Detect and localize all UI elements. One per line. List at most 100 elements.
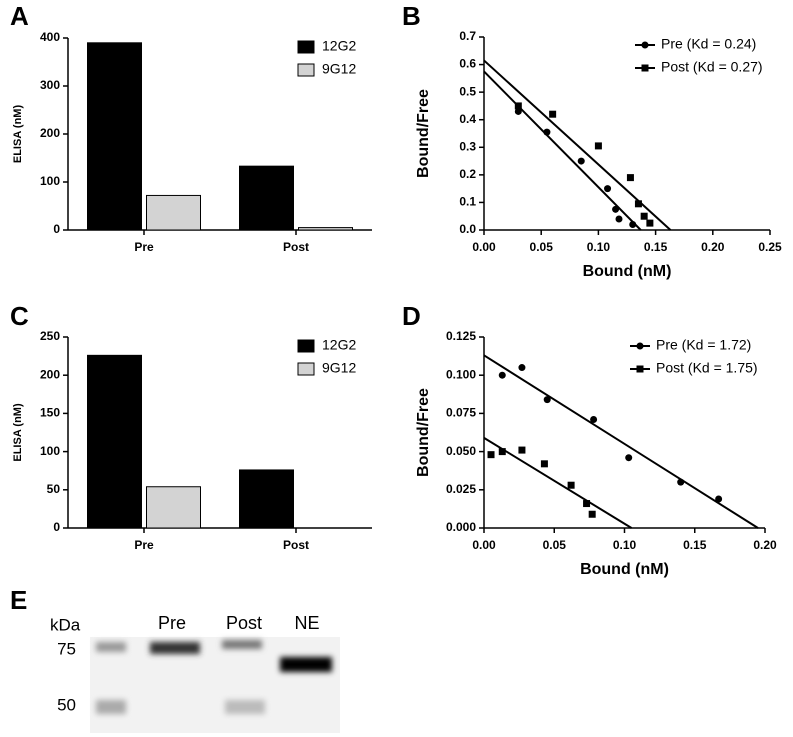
x-tick-label: 0.10 [587,240,611,254]
legend-label: 9G12 [322,360,356,376]
legend-label: Post (Kd = 1.75) [656,360,758,376]
point [543,128,551,136]
y-tick-label: 100 [40,444,60,458]
point [594,142,602,150]
y-tick-label: 0.6 [459,57,476,71]
bar [239,469,294,529]
y-tick-label: 200 [40,367,60,381]
lane-label: NE [294,613,319,633]
y-tick-label: 150 [40,406,60,420]
blot-bands [96,640,332,714]
point [590,416,598,424]
point [518,364,526,372]
y-axis-label: Bound/Free [415,388,432,477]
point [640,212,648,220]
mw-marker: 75 [57,639,76,658]
x-tick-label: Pre [134,538,154,552]
bar [87,354,142,529]
x-tick-label: 0.15 [644,240,668,254]
legend-label: Post (Kd = 0.27) [661,59,763,75]
panel-letter: C [10,301,29,331]
point [677,478,685,486]
point [540,460,548,468]
point [588,510,596,518]
fit-line [483,70,642,231]
bar [298,227,353,231]
point [604,185,612,193]
point [625,454,633,462]
x-tick-label: 0.00 [472,240,496,254]
legend-label: Pre (Kd = 0.24) [661,36,756,52]
unit-label: kDa [50,615,81,634]
legend-label: Pre (Kd = 1.72) [656,337,751,353]
legend-label: 12G2 [322,38,356,54]
fit-line [483,436,633,529]
y-tick-label: 0.4 [459,112,476,126]
x-tick-label: 0.20 [701,240,725,254]
y-tick-label: 0.050 [446,444,476,458]
lane-label: Pre [158,613,186,633]
legend-swatch [297,362,315,376]
point [612,205,620,213]
x-axis-label: Bound (nM) [580,561,669,578]
x-tick-label: 0.05 [530,240,554,254]
x-tick-label: 0.20 [753,538,777,552]
bar [87,42,142,231]
legend-label: 12G2 [322,337,356,353]
y-axis-label: ELISA (nM) [12,403,24,462]
x-tick-label: 0.05 [543,538,567,552]
y-tick-label: 0.3 [459,139,476,153]
y-tick-label: 300 [40,78,60,92]
panel-letter: D [402,301,421,331]
y-axis-label: Bound/Free [415,89,432,178]
y-tick-label: 0.025 [446,482,476,496]
legend-marker [636,365,644,373]
y-tick-label: 200 [40,126,60,140]
y-tick-label: 250 [40,329,60,343]
legend-label: 9G12 [322,61,356,77]
y-tick-label: 0 [53,520,60,534]
point [629,220,637,228]
bar [146,194,201,231]
point [567,481,575,489]
y-tick-label: 0.0 [459,222,476,236]
x-tick-label: Post [283,538,309,552]
point [498,448,506,456]
y-tick-label: 50 [47,482,61,496]
bar [239,165,294,231]
point [498,371,506,379]
point [487,451,495,459]
y-tick-label: 0.000 [446,520,476,534]
blot-panel: E kDa 75 50 Pre Post NE [10,585,340,733]
y-tick-label: 0.1 [459,195,476,209]
x-tick-label: Post [283,240,309,254]
x-tick-label: 0.25 [758,240,782,254]
y-tick-label: 0.2 [459,167,476,181]
legend-marker [636,342,644,350]
y-axis-label: ELISA (nM) [12,105,24,164]
mw-marker: 50 [57,695,76,714]
legend-swatch [297,63,315,77]
bar [146,486,201,529]
y-tick-label: 0.100 [446,367,476,381]
y-tick-label: 100 [40,174,60,188]
y-tick-label: 0.125 [446,329,476,343]
legend-swatch [297,40,315,54]
y-tick-label: 0.075 [446,406,476,420]
lane-label: Post [226,613,262,633]
point [626,174,634,182]
y-tick-label: 400 [40,30,60,44]
legend-marker [641,64,649,72]
fit-line [483,354,759,529]
fit-line [483,59,672,231]
x-tick-label: 0.10 [613,538,637,552]
point [514,107,522,115]
point [518,446,526,454]
x-tick-label: 0.00 [472,538,496,552]
y-tick-label: 0.7 [459,29,476,43]
legend-marker [641,41,649,49]
x-tick-label: Pre [134,240,154,254]
point [549,110,557,118]
panel-letter: B [402,1,421,31]
